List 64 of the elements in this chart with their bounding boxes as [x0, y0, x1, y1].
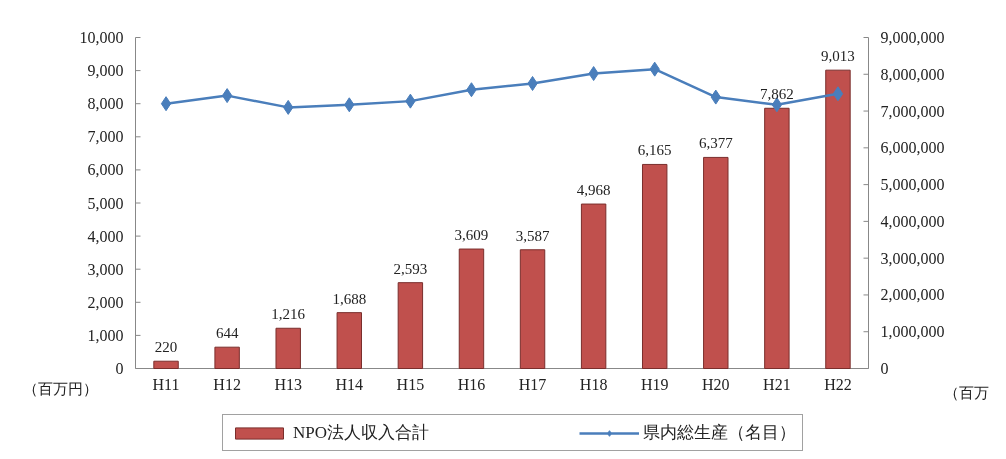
data-label: 644 — [215, 325, 239, 342]
y-tick-label: 2,000 — [87, 293, 124, 311]
data-label: 4,968 — [576, 182, 611, 199]
x-tick-label: H15 — [396, 375, 425, 393]
x-tick-label: H12 — [213, 375, 241, 393]
bar — [519, 249, 546, 369]
y-tick-label: 8,000 — [87, 95, 124, 113]
y2-tick-label: 1,000,000 — [880, 323, 945, 341]
y-tick-label: 0 — [115, 360, 124, 377]
y2-tick-label: 3,000,000 — [880, 249, 945, 267]
point — [221, 88, 233, 104]
y2-axis-title: （百万 — [944, 384, 989, 401]
y2-tick-label: 4,000,000 — [880, 212, 945, 230]
x-tick-label: H13 — [274, 375, 302, 393]
bar — [214, 346, 240, 369]
x-tick-label: H19 — [640, 375, 669, 393]
x-tick-label: H16 — [457, 375, 486, 393]
x-tick-label: H14 — [335, 375, 364, 393]
y2-tick-label: 7,000,000 — [880, 102, 945, 120]
data-label: 9,013 — [821, 48, 855, 65]
y2-tick-label: 2,000,000 — [880, 286, 945, 304]
y-tick-label: 1,000 — [87, 326, 124, 344]
bar — [825, 69, 851, 369]
bar — [641, 163, 668, 369]
data-label: 1,688 — [332, 290, 367, 307]
y-tick-label: 9,000 — [87, 62, 124, 80]
y2-tick-label: 9,000,000 — [880, 29, 945, 46]
y2-tick-label: 8,000,000 — [880, 65, 945, 83]
bar — [153, 360, 179, 369]
y2-tick-label: 6,000,000 — [880, 139, 945, 157]
y-tick-label: 3,000 — [87, 260, 124, 278]
y-tick-label: 4,000 — [87, 227, 124, 245]
bar — [580, 203, 607, 369]
data-label: 7,862 — [760, 86, 794, 103]
point — [832, 86, 844, 102]
x-tick-label: H22 — [824, 375, 852, 393]
y-tick-label: 5,000 — [87, 194, 124, 212]
data-label: 220 — [154, 339, 178, 356]
y2-tick-label: 5,000,000 — [880, 176, 945, 194]
y-tick-label: 10,000 — [79, 29, 124, 46]
bar — [397, 282, 424, 369]
data-label: 2,593 — [393, 260, 428, 277]
data-label: 1,216 — [271, 306, 306, 323]
bar — [764, 107, 790, 369]
y2-tick-label: 0 — [880, 360, 889, 377]
x-tick-label: H20 — [702, 375, 730, 393]
x-tick-label: H21 — [763, 375, 791, 393]
bar — [275, 327, 301, 369]
bar — [703, 156, 729, 369]
data-label: 3,587 — [515, 227, 550, 244]
y-tick-label: 6,000 — [87, 161, 124, 179]
x-tick-label: H11 — [152, 375, 180, 393]
x-tick-label: H18 — [579, 375, 608, 393]
y-tick-label: 7,000 — [87, 128, 124, 146]
bar — [458, 248, 485, 369]
x-tick-label: H17 — [518, 375, 547, 393]
data-label: 6,377 — [698, 135, 734, 152]
legend-label: 県内総生産（名目） — [643, 422, 797, 444]
y-axis-title: （百万円） — [23, 380, 98, 397]
data-label: 6,165 — [637, 142, 672, 159]
point — [160, 96, 172, 112]
data-label: 3,609 — [454, 227, 489, 244]
legend-label: NPO法人収入合計 — [293, 422, 430, 444]
bar — [336, 312, 363, 369]
